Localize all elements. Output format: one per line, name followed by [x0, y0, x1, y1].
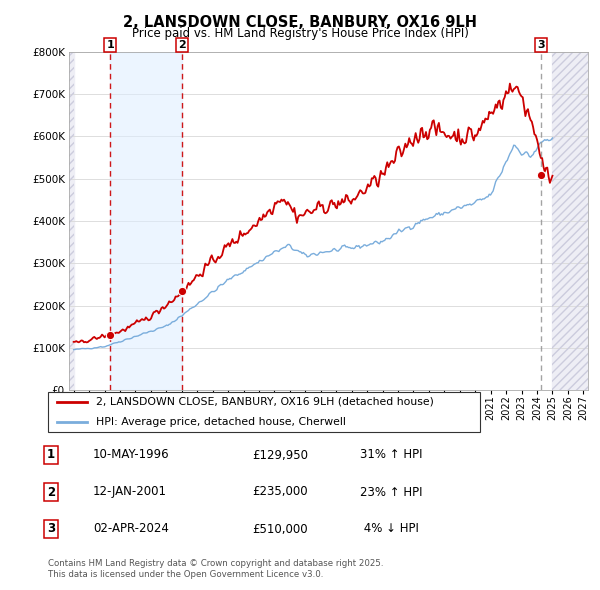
Text: Contains HM Land Registry data © Crown copyright and database right 2025.
This d: Contains HM Land Registry data © Crown c… [48, 559, 383, 579]
Text: 10-MAY-1996: 10-MAY-1996 [93, 448, 170, 461]
Text: 3: 3 [537, 40, 545, 50]
Text: Price paid vs. HM Land Registry's House Price Index (HPI): Price paid vs. HM Land Registry's House … [131, 27, 469, 40]
Text: 2, LANSDOWN CLOSE, BANBURY, OX16 9LH (detached house): 2, LANSDOWN CLOSE, BANBURY, OX16 9LH (de… [95, 397, 433, 407]
Bar [110, 52, 182, 390]
Bar [553, 52, 588, 390]
Text: 2: 2 [47, 486, 55, 499]
Text: £129,950: £129,950 [252, 448, 308, 461]
Text: HPI: Average price, detached house, Cherwell: HPI: Average price, detached house, Cher… [95, 417, 346, 427]
Text: 1: 1 [106, 40, 114, 50]
FancyBboxPatch shape [48, 392, 480, 432]
Text: 02-APR-2024: 02-APR-2024 [93, 523, 169, 536]
Text: 3: 3 [47, 523, 55, 536]
Text: 12-JAN-2001: 12-JAN-2001 [93, 486, 167, 499]
Text: 23% ↑ HPI: 23% ↑ HPI [360, 486, 422, 499]
Text: £510,000: £510,000 [252, 523, 308, 536]
Bar [69, 52, 74, 390]
Text: 31% ↑ HPI: 31% ↑ HPI [360, 448, 422, 461]
Text: 4% ↓ HPI: 4% ↓ HPI [360, 523, 419, 536]
Bar [553, 52, 588, 390]
Text: 2: 2 [178, 40, 186, 50]
Text: £235,000: £235,000 [252, 486, 308, 499]
Text: 2, LANSDOWN CLOSE, BANBURY, OX16 9LH: 2, LANSDOWN CLOSE, BANBURY, OX16 9LH [123, 15, 477, 30]
Bar [69, 52, 74, 390]
Text: 1: 1 [47, 448, 55, 461]
